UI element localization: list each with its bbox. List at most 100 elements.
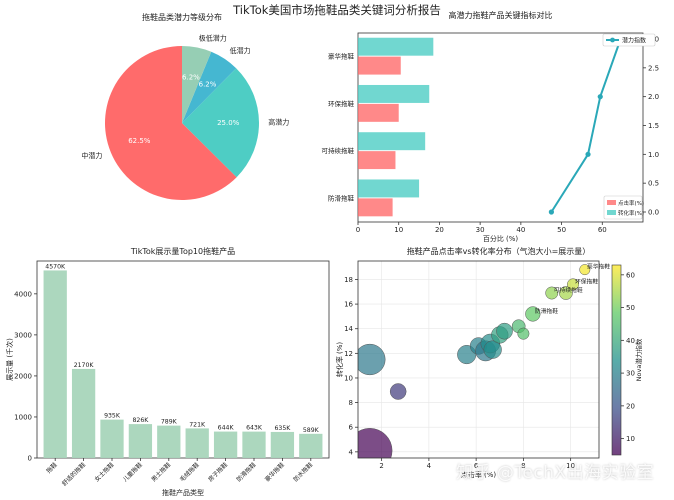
hbar-potential-line bbox=[550, 38, 622, 213]
hbar-xtick-label: 10 bbox=[394, 226, 403, 234]
scatter-point-label: 防滑拖鞋 bbox=[535, 307, 558, 315]
hbar-category-label: 环保拖鞋 bbox=[328, 99, 355, 108]
scatter-xlabel: 点击率 (%) bbox=[461, 470, 497, 479]
scatter-xtick-label: 6 bbox=[474, 462, 479, 470]
pie-slice bbox=[182, 51, 237, 123]
pie-slice-label: 中潜力 bbox=[81, 151, 102, 160]
scatter-xtick-label: 10 bbox=[566, 462, 575, 470]
hbar-title: 高潜力拖鞋产品关键指标对比 bbox=[449, 10, 553, 20]
vbar-bar bbox=[270, 431, 295, 458]
hbar-bar-legend: 点击率(%) 转化率(%) bbox=[603, 195, 644, 220]
legend-swatch bbox=[607, 200, 616, 205]
vbar-bar bbox=[242, 431, 266, 458]
vbar-xlabel: 拖鞋产品类型 bbox=[162, 488, 204, 497]
pie-slice bbox=[105, 46, 237, 200]
hbar-conv-bar bbox=[358, 132, 426, 151]
hbar-y2tick-label: 0.5 bbox=[648, 180, 659, 188]
vbar-category-label: 男士拖鞋 bbox=[150, 461, 173, 484]
legend-swatch bbox=[607, 210, 616, 215]
scatter-bubble bbox=[389, 383, 407, 400]
vbar-ytick-label: 0 bbox=[28, 455, 32, 463]
pie-slice-label: 低潜力 bbox=[230, 46, 251, 55]
legend-label: 点击率(%) bbox=[618, 199, 644, 207]
pie-pct-label: 25.0% bbox=[217, 119, 240, 127]
scatter-ytick-label: 18 bbox=[344, 276, 353, 284]
vbar-ylabel: 展示量 (千次) bbox=[5, 338, 14, 381]
pie-pct-label: 6.2% bbox=[182, 74, 200, 82]
hbar-xtick-label: 60 bbox=[598, 226, 607, 234]
vbar-value-label: 644K bbox=[218, 425, 235, 432]
colorbar-tick-label: 60 bbox=[626, 271, 635, 279]
vbar-category-label: 房子拖鞋 bbox=[206, 461, 229, 484]
hbar-potential-point bbox=[597, 94, 603, 100]
hbar-xtick-label: 40 bbox=[516, 226, 525, 234]
hbar-conv-bar bbox=[358, 37, 434, 56]
colorbar-tick-label: 30 bbox=[626, 370, 635, 378]
vbar-category-label: 女士拖鞋 bbox=[93, 461, 116, 484]
legend-box bbox=[602, 33, 656, 47]
vbar-value-label: 589K bbox=[303, 427, 320, 434]
hbar-click-bar bbox=[358, 151, 396, 170]
scatter-bubble bbox=[545, 286, 559, 300]
scatter-bubble bbox=[483, 340, 502, 359]
vbar-bar bbox=[299, 433, 323, 458]
scatter-ytick-label: 12 bbox=[344, 350, 353, 358]
scatter-ytick-label: 14 bbox=[344, 325, 353, 333]
vbar-category-label: 防滑拖鞋 bbox=[235, 461, 258, 484]
hbar-xtick-label: 30 bbox=[476, 226, 485, 234]
vbar-category-label: 舒适的拖鞋 bbox=[60, 461, 87, 488]
vbar-value-label: 643K bbox=[246, 425, 263, 432]
hbar-category-label: 防滑拖鞋 bbox=[328, 193, 355, 202]
scatter-ytick-label: 4 bbox=[349, 448, 354, 456]
hbar-line-legend: 潜力指数 bbox=[602, 33, 656, 47]
vbar-bar bbox=[43, 270, 67, 458]
scatter-bubble bbox=[579, 264, 591, 276]
vbar-category-label: 拖鞋 bbox=[44, 461, 58, 475]
hbar-category-label: 豪华拖鞋 bbox=[328, 52, 355, 61]
scatter-bubble bbox=[358, 343, 386, 376]
scatter-point-label: 环保拖鞋 bbox=[575, 277, 598, 285]
vbar-category-label: 豪华拖鞋 bbox=[263, 461, 286, 484]
vertical-bar-chart: TikTok展示量Top10拖鞋产品 0 1000 2000 3000 4000 4570K… bbox=[5, 246, 330, 497]
hbar-conv-bar bbox=[358, 179, 420, 198]
colorbar-tick-label: 40 bbox=[626, 337, 635, 345]
hbar-category-label: 可持续拖鞋 bbox=[322, 146, 355, 155]
scatter-ytick-label: 16 bbox=[344, 301, 353, 309]
hbar-click-bar bbox=[358, 56, 401, 75]
vbar-bar bbox=[71, 368, 96, 458]
vbar-value-label: 635K bbox=[274, 425, 291, 432]
legend-line-label: 潜力指数 bbox=[622, 37, 646, 45]
pie-pct-label: 62.5% bbox=[128, 137, 151, 145]
pie-pct-label: 6.2% bbox=[199, 80, 217, 88]
vbar-category-label: 儿童拖鞋 bbox=[121, 461, 144, 484]
scatter-ytick-label: 6 bbox=[349, 424, 354, 432]
pie-title: 拖鞋品类潜力等级分布 bbox=[142, 12, 222, 22]
vbar-value-label: 2170K bbox=[74, 362, 95, 369]
vbar-bar bbox=[213, 431, 238, 458]
scatter-ylabel: 转化率 (%) bbox=[335, 342, 344, 378]
scatter-xtick-label: 4 bbox=[427, 462, 432, 470]
colorbar-tick-label: 50 bbox=[626, 304, 635, 312]
hbar-y2tick-label: 1.0 bbox=[648, 151, 659, 159]
vbar-bar bbox=[185, 428, 209, 458]
vbar-bar bbox=[157, 425, 181, 458]
hbar-click-bar bbox=[358, 103, 399, 122]
scatter-bubble bbox=[559, 286, 573, 300]
vbar-value-label: 826K bbox=[132, 417, 149, 424]
pie-slice-label: 极低潜力 bbox=[199, 33, 227, 42]
vbar-ytick-label: 4000 bbox=[14, 290, 32, 298]
vbar-value-label: 789K bbox=[161, 419, 178, 426]
vbar-title: TikTok展示量Top10拖鞋产品 bbox=[130, 246, 235, 256]
hbar-click-bar bbox=[358, 198, 393, 217]
colorbar-tick-label: 10 bbox=[626, 435, 635, 443]
scatter-frame bbox=[357, 260, 600, 459]
vbar-bar bbox=[128, 424, 153, 458]
scatter-ytick-label: 8 bbox=[349, 399, 353, 407]
scatter-bubble bbox=[358, 428, 393, 458]
vbar-value-label: 4570K bbox=[45, 263, 66, 270]
scatter-bubble bbox=[517, 327, 530, 340]
